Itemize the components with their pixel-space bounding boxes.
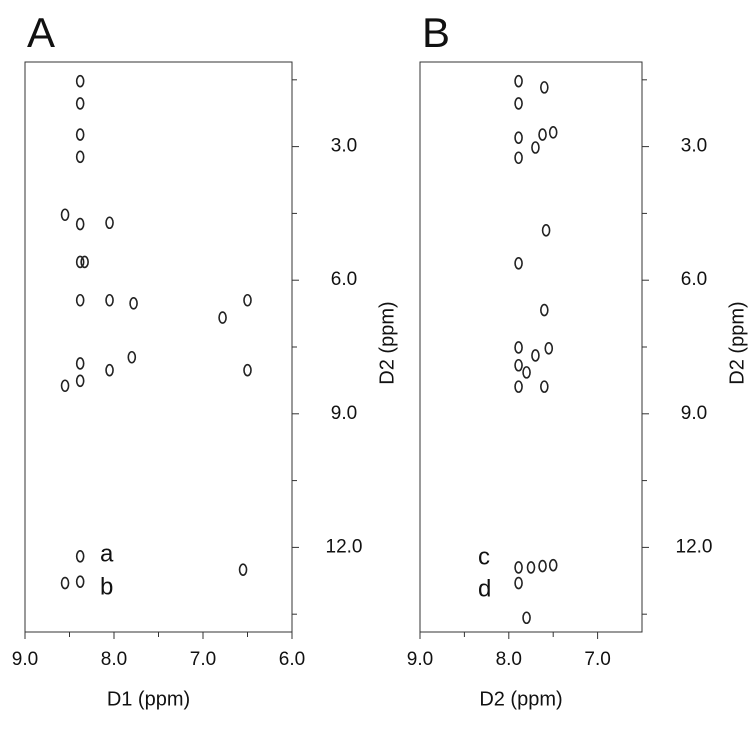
y-tick-label: 6.0 [681,269,707,290]
peak-annotation: b [100,573,113,600]
peak [514,256,523,270]
peak [514,131,523,145]
peak [514,561,523,574]
y-tick-label: 12.0 [676,536,713,557]
y-axis-label: D2 (ppm) [726,301,748,384]
y-tick-label: 12.0 [326,536,363,557]
peak [538,559,547,573]
peak [243,293,252,307]
peak [514,74,523,88]
peak [514,151,523,165]
peak [127,350,137,364]
peak [243,363,252,377]
peak [129,297,138,310]
peak [538,128,547,141]
peak [522,366,531,379]
x-tick-label: 6.0 [279,649,305,670]
peak [531,349,540,362]
peak [75,374,85,388]
peak [544,342,554,355]
peak [540,81,549,94]
x-tick-label: 8.0 [101,649,127,670]
peak [522,611,531,625]
peak [526,561,536,574]
peak [105,216,114,230]
y-tick-label: 6.0 [331,269,357,290]
peak [514,358,523,372]
peak [60,576,70,590]
y-axis-label: D2 (ppm) [376,301,398,384]
x-tick-label: 9.0 [12,649,38,670]
peak-annotation: c [478,543,490,570]
peak [531,141,540,154]
peak [105,293,114,307]
peak [75,217,85,231]
peak [60,208,70,222]
panel-label: B [422,9,450,56]
peak [80,255,89,269]
peak-annotation: a [100,540,114,567]
peak [218,311,227,324]
panel-label: A [27,9,55,56]
peak [75,293,85,307]
x-tick-label: 8.0 [496,649,522,670]
x-tick-label: 9.0 [407,649,433,670]
peak [75,97,85,110]
peak [238,563,248,576]
peak [75,128,85,141]
x-axis-label: D1 (ppm) [107,688,190,710]
plot-frame [24,61,293,633]
peak-annotation: d [478,575,491,602]
peak [514,341,523,354]
x-tick-label: 7.0 [190,649,216,670]
y-tick-label: 3.0 [331,136,357,157]
peak [75,74,85,88]
plot-frame [419,61,643,633]
peak [105,363,114,377]
peak [75,549,85,563]
peak [514,97,523,110]
peak [540,380,549,393]
peak [60,379,70,393]
y-tick-label: 9.0 [681,403,707,424]
peak [75,255,85,269]
x-tick-label: 7.0 [584,649,610,670]
peak [541,224,551,237]
peak [514,576,523,590]
peak [75,150,85,164]
peak [540,303,549,317]
y-tick-label: 3.0 [681,136,707,157]
peak [548,126,558,139]
peak [75,357,85,370]
y-tick-label: 9.0 [331,403,357,424]
peak [75,575,85,588]
x-axis-label: D2 (ppm) [479,688,562,710]
peak [548,558,558,572]
peak [514,380,523,393]
